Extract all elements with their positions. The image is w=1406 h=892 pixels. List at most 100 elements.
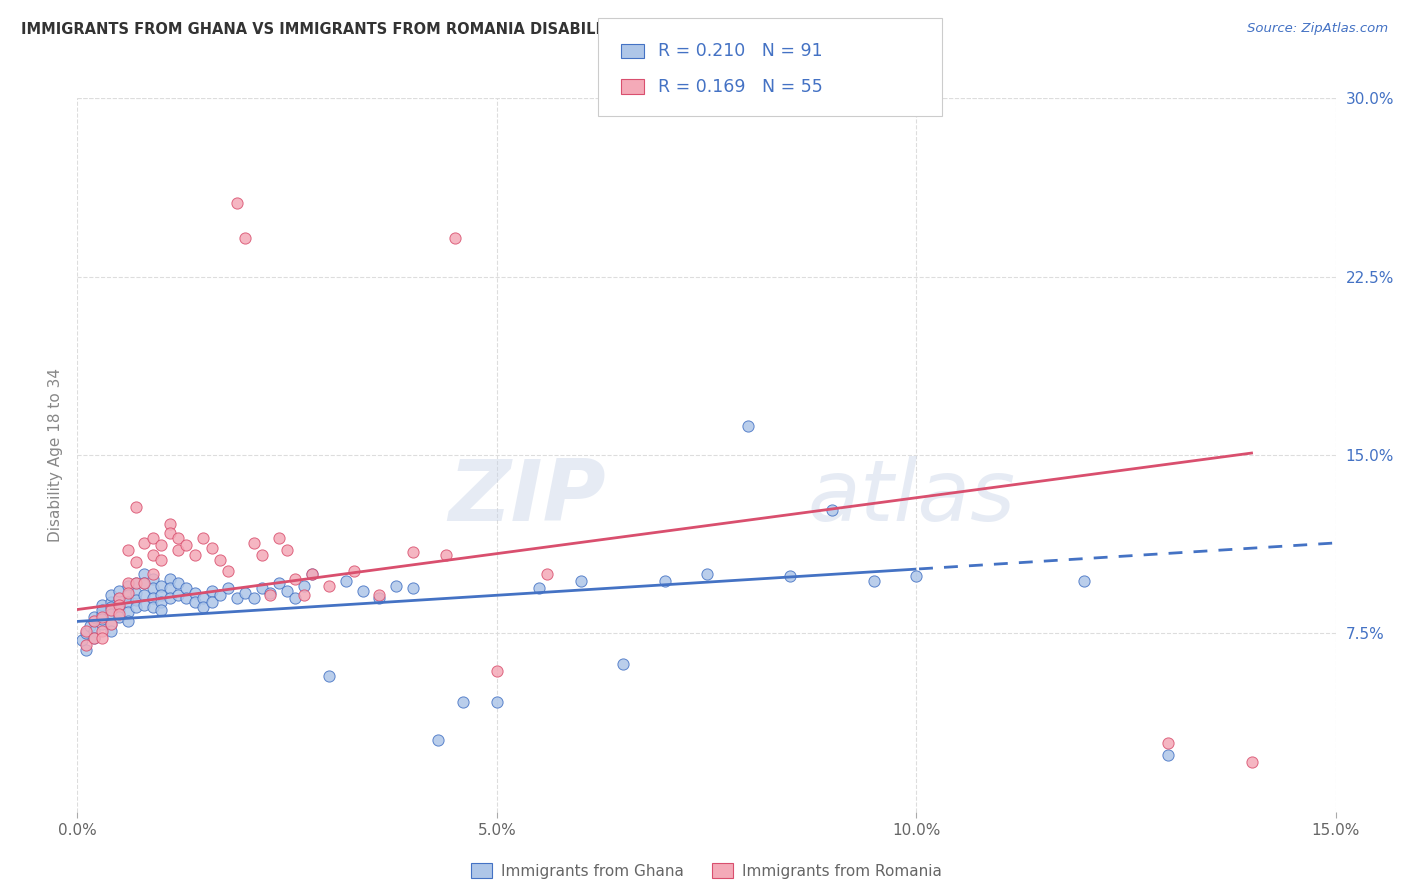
Point bbox=[79, 619, 101, 633]
Point bbox=[142, 572, 165, 586]
Point bbox=[117, 586, 139, 600]
Point bbox=[100, 616, 122, 631]
Point bbox=[167, 576, 190, 591]
Point bbox=[292, 579, 315, 593]
Point bbox=[1157, 747, 1180, 762]
Point bbox=[259, 588, 281, 602]
Point bbox=[117, 615, 139, 629]
Point bbox=[108, 591, 131, 605]
Point bbox=[184, 586, 207, 600]
Point bbox=[142, 600, 165, 615]
Point bbox=[225, 195, 247, 210]
Point bbox=[125, 576, 148, 591]
Point bbox=[267, 531, 290, 545]
Point bbox=[292, 588, 315, 602]
Point bbox=[821, 502, 844, 516]
Point bbox=[134, 576, 156, 591]
Point bbox=[91, 602, 114, 616]
Point bbox=[654, 574, 676, 588]
Point bbox=[142, 566, 165, 581]
Point bbox=[91, 607, 114, 622]
Point bbox=[167, 588, 190, 602]
Point bbox=[142, 591, 165, 605]
Text: Source: ZipAtlas.com: Source: ZipAtlas.com bbox=[1247, 22, 1388, 36]
Point bbox=[91, 612, 114, 626]
Point bbox=[125, 555, 148, 569]
Point bbox=[150, 579, 173, 593]
Point bbox=[1073, 574, 1095, 588]
Point bbox=[318, 669, 340, 683]
Point bbox=[905, 569, 928, 583]
Point bbox=[91, 609, 114, 624]
Point bbox=[1240, 755, 1263, 769]
Point bbox=[108, 609, 131, 624]
Point bbox=[91, 624, 114, 638]
Point bbox=[191, 531, 215, 545]
Point bbox=[208, 552, 231, 566]
Point bbox=[569, 574, 592, 588]
Point bbox=[108, 598, 131, 612]
Point bbox=[444, 231, 467, 245]
Point bbox=[225, 591, 247, 605]
Point bbox=[125, 500, 148, 515]
Point bbox=[335, 574, 357, 588]
Point bbox=[134, 588, 156, 602]
Point bbox=[485, 665, 508, 679]
Point bbox=[125, 593, 148, 607]
Point bbox=[167, 531, 190, 545]
Point bbox=[536, 566, 558, 581]
Point bbox=[150, 595, 173, 609]
Point bbox=[125, 586, 148, 600]
Point bbox=[200, 583, 222, 598]
Text: atlas: atlas bbox=[807, 456, 1015, 540]
Point bbox=[217, 565, 239, 579]
Point bbox=[200, 595, 222, 609]
Point bbox=[318, 579, 340, 593]
Point bbox=[343, 565, 366, 579]
Point bbox=[150, 538, 173, 552]
Point bbox=[242, 591, 264, 605]
Point bbox=[250, 581, 273, 595]
Point bbox=[100, 624, 122, 638]
Point bbox=[125, 600, 148, 615]
Point bbox=[142, 548, 165, 562]
Point bbox=[75, 638, 97, 652]
Point bbox=[108, 602, 131, 616]
Point bbox=[284, 572, 307, 586]
Point bbox=[142, 581, 165, 595]
Point bbox=[117, 543, 139, 558]
Point bbox=[250, 548, 273, 562]
Point bbox=[176, 538, 198, 552]
Point bbox=[150, 588, 173, 602]
Text: ZIP: ZIP bbox=[449, 456, 606, 540]
Point bbox=[108, 583, 131, 598]
Point bbox=[100, 607, 122, 622]
Point bbox=[191, 600, 215, 615]
Point bbox=[108, 607, 131, 622]
Point bbox=[150, 552, 173, 566]
Point bbox=[100, 602, 122, 616]
Legend: Immigrants from Ghana, Immigrants from Romania: Immigrants from Ghana, Immigrants from R… bbox=[463, 855, 950, 886]
Point bbox=[436, 548, 458, 562]
Point bbox=[301, 566, 323, 581]
Point bbox=[233, 231, 256, 245]
Point bbox=[217, 581, 239, 595]
Point bbox=[352, 583, 374, 598]
Point bbox=[485, 695, 508, 709]
Point bbox=[159, 516, 181, 531]
Point bbox=[402, 581, 425, 595]
Point bbox=[83, 615, 105, 629]
Point bbox=[83, 631, 105, 645]
Point bbox=[368, 588, 391, 602]
Point bbox=[159, 572, 181, 586]
Point bbox=[134, 598, 156, 612]
Point bbox=[108, 598, 131, 612]
Point bbox=[100, 600, 122, 615]
Point bbox=[125, 576, 148, 591]
Point bbox=[75, 626, 97, 640]
Point bbox=[108, 591, 131, 605]
Point bbox=[117, 595, 139, 609]
Point bbox=[737, 419, 759, 434]
Point bbox=[167, 543, 190, 558]
Point bbox=[176, 591, 198, 605]
